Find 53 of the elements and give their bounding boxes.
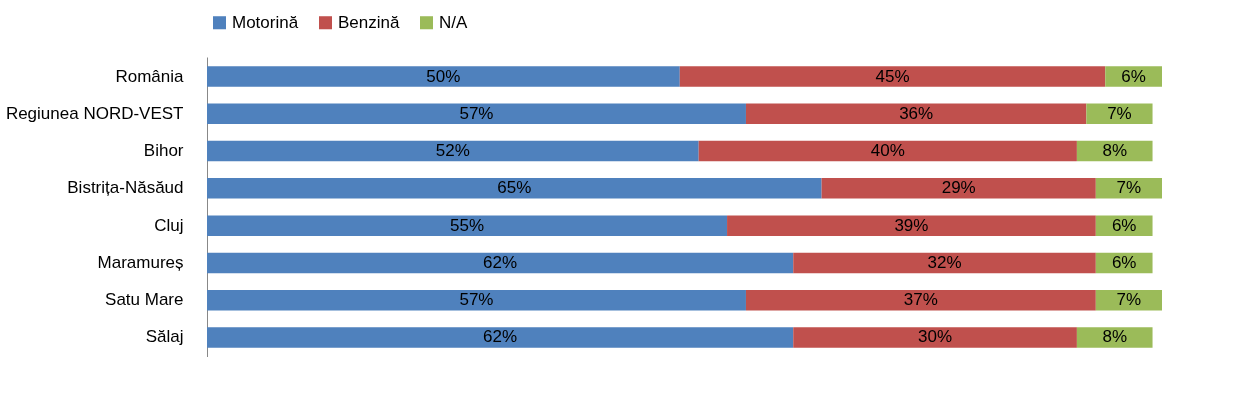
data-label: 7%: [1116, 290, 1142, 310]
bar: [793, 252, 1096, 274]
data-label: 55%: [450, 215, 485, 235]
bar: [745, 289, 1096, 311]
data-label: 50%: [426, 66, 461, 86]
data-label: 62%: [483, 252, 518, 272]
data-label: 6%: [1111, 252, 1137, 272]
y-tick-label: Bistrița-Năsăud: [67, 178, 184, 198]
data-label: 57%: [459, 103, 494, 123]
data-label: 6%: [1121, 66, 1146, 86]
y-tick-label: Regiunea NORD-VEST: [5, 103, 184, 123]
data-label: 32%: [927, 252, 962, 272]
data-label: 62%: [483, 327, 518, 347]
data-label: 37%: [903, 290, 938, 310]
bar: [1095, 178, 1162, 199]
data-label: 52%: [435, 141, 470, 161]
data-label: 39%: [894, 215, 929, 235]
bar: [207, 252, 794, 274]
data-label: 7%: [1107, 103, 1132, 123]
data-label: 30%: [918, 327, 953, 347]
bar: [727, 215, 1096, 236]
bar: [1076, 327, 1153, 348]
y-tick-label: Bihor: [143, 141, 184, 161]
y-tick-label: Maramureș: [97, 252, 184, 272]
bar: [207, 103, 746, 125]
bar: [698, 140, 1077, 162]
data-label: 36%: [899, 103, 934, 123]
data-label: 29%: [941, 178, 976, 198]
data-label: 65%: [497, 178, 532, 198]
data-label: 8%: [1102, 327, 1128, 347]
legend-label: Motorină: [232, 12, 299, 32]
y-tick-label: Satu Mare: [105, 290, 184, 310]
bar: [207, 178, 822, 199]
data-label: 45%: [875, 66, 910, 86]
bar: [793, 327, 1077, 348]
bar: [207, 289, 746, 311]
bar: [679, 66, 1106, 87]
data-label: 40%: [870, 141, 905, 161]
data-label: 57%: [459, 290, 494, 310]
y-tick-label: Sălaj: [145, 327, 184, 347]
bar: [745, 103, 1087, 125]
legend-label: Benzină: [338, 12, 400, 32]
bar: [207, 140, 699, 162]
bar: [207, 66, 680, 87]
legend-label: N/A: [439, 12, 468, 32]
bar: [821, 178, 1096, 199]
data-label: 6%: [1111, 215, 1137, 235]
bar: [207, 327, 794, 348]
y-tick-label: Cluj: [154, 215, 184, 235]
y-tick-label: România: [115, 66, 185, 86]
data-label: 7%: [1116, 178, 1142, 198]
data-label: 8%: [1102, 141, 1128, 161]
bar: [207, 215, 728, 236]
